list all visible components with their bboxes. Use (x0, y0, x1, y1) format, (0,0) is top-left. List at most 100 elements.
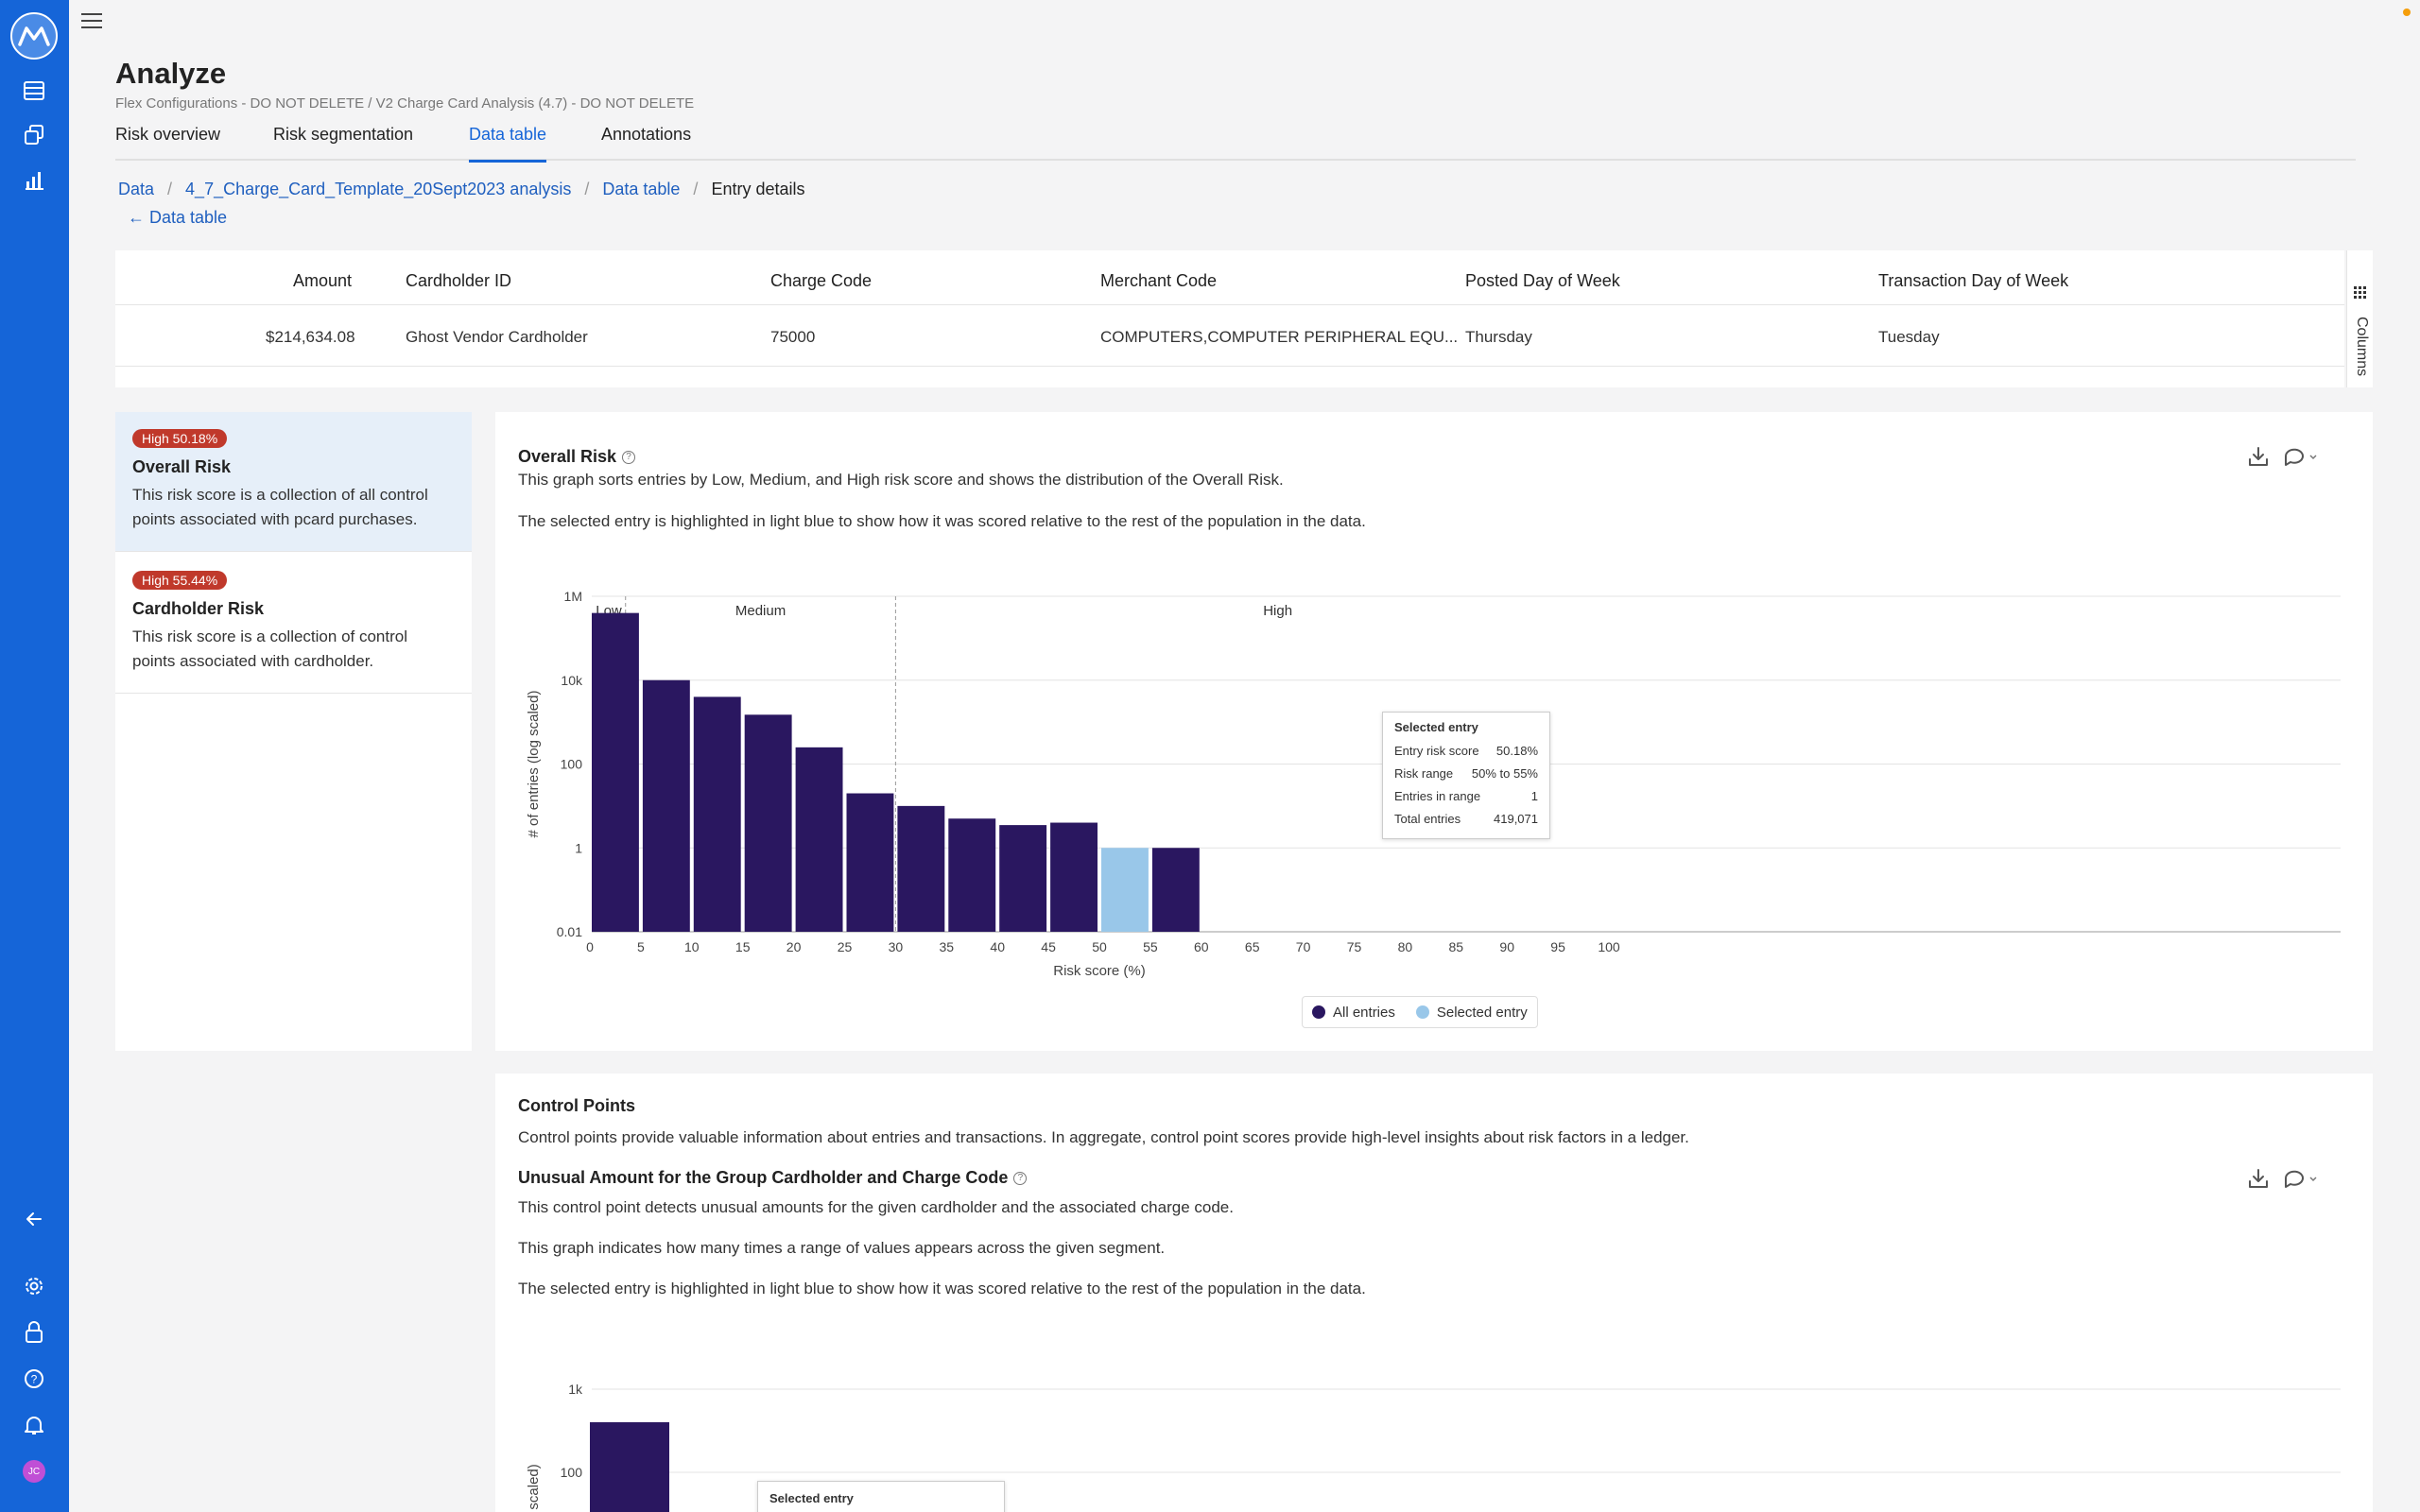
x-tick-label: 95 (1550, 939, 1565, 954)
hamburger-menu-icon[interactable] (79, 9, 104, 32)
breadcrumb-data-table[interactable]: Data table (602, 180, 681, 198)
tooltip-row: Entry risk score 50.18% (1394, 744, 1538, 758)
risk-item-cardholder[interactable]: High 55.44% Cardholder Risk This risk sc… (115, 554, 472, 694)
bar-all-entries (590, 1422, 669, 1512)
x-tick-label: 80 (1398, 939, 1413, 954)
column-header-merchant-code[interactable]: Merchant Code (1100, 271, 1218, 290)
risk-badge: High 55.44% (132, 571, 228, 590)
x-tick-label: 85 (1449, 939, 1464, 954)
column-header-amount[interactable]: Amount (293, 271, 353, 290)
risk-title: Cardholder Risk (132, 599, 265, 618)
x-tick-label: 55 (1143, 939, 1158, 954)
notifications-bell-icon[interactable] (17, 1408, 51, 1442)
info-icon[interactable]: ? (1013, 1172, 1028, 1186)
columns-panel-toggle[interactable]: Columns (2346, 250, 2373, 387)
overall-risk-desc2: The selected entry is highlighted in lig… (518, 512, 1366, 530)
help-icon[interactable]: ? (17, 1362, 51, 1396)
bar-all-entries (846, 793, 894, 932)
x-tick-label: 5 (637, 939, 645, 954)
y-tick-label: 1k (568, 1382, 583, 1397)
comment-icon[interactable] (2284, 448, 2320, 472)
control-points-title: Control Points (518, 1096, 635, 1115)
bar-all-entries (693, 696, 741, 932)
app-logo-icon[interactable] (10, 12, 58, 60)
x-tick-label: 45 (1041, 939, 1056, 954)
risk-description: This risk score is a collection of all c… (132, 486, 428, 528)
column-header-charge-code[interactable]: Charge Code (770, 271, 873, 290)
info-icon[interactable]: ? (622, 451, 636, 465)
control-point-title: Unusual Amount for the Group Cardholder … (518, 1168, 1028, 1188)
bar-all-entries (1050, 822, 1098, 932)
x-tick-label: 75 (1347, 939, 1362, 954)
risk-description: This risk score is a collection of contr… (132, 627, 407, 670)
risk-region-label: Medium (735, 603, 786, 619)
column-header-transaction-day[interactable]: Transaction Day of Week (1878, 271, 2069, 290)
arrow-left-icon: ← (128, 208, 145, 227)
overall-risk-title: Overall Risk? (518, 447, 636, 467)
data-table-icon[interactable] (17, 74, 51, 108)
breadcrumb-analysis[interactable]: 4_7_Charge_Card_Template_20Sept2023 anal… (185, 180, 572, 198)
cell-posted-day: Thursday (1465, 328, 1532, 346)
y-axis-label: # of entries (log scaled) (526, 691, 542, 838)
x-tick-label: 90 (1499, 939, 1514, 954)
risk-title: Overall Risk (132, 457, 232, 476)
bar-all-entries (948, 818, 996, 932)
user-avatar[interactable]: JC (23, 1460, 45, 1483)
collapse-nav-icon[interactable] (17, 1202, 51, 1236)
cell-charge-code: 75000 (770, 328, 816, 346)
column-header-posted-day[interactable]: Posted Day of Week (1465, 271, 1620, 290)
bar-all-entries (897, 805, 945, 932)
download-icon[interactable] (2247, 446, 2270, 472)
lock-icon[interactable] (17, 1315, 51, 1349)
breadcrumb-data[interactable]: Data (118, 180, 155, 198)
page-title: Analyze (115, 57, 227, 90)
cell-transaction-day: Tuesday (1878, 328, 1940, 346)
bar-all-entries (744, 714, 792, 932)
documents-icon[interactable] (17, 118, 51, 152)
tab-risk-overview[interactable]: Risk overview (115, 125, 221, 144)
risk-score-list: High 50.18% Overall Risk This risk score… (115, 412, 472, 1051)
tooltip-title: Selected entry (1394, 720, 1478, 734)
cell-amount: $214,634.08 (266, 328, 355, 346)
control-point-desc1: This control point detects unusual amoun… (518, 1198, 1234, 1216)
bar-all-entries (592, 612, 639, 932)
y-tick-label: 10k (561, 673, 583, 688)
legend-all-entries[interactable]: All entries (1312, 1005, 1395, 1021)
left-nav: ? JC (0, 0, 69, 1512)
legend-dot-all (1312, 1005, 1325, 1019)
y-tick-label: 1 (575, 840, 582, 855)
control-point-tooltip: Selected entry (757, 1481, 1005, 1512)
risk-badge: High 50.18% (132, 429, 228, 448)
tab-annotations[interactable]: Annotations (601, 125, 692, 144)
comment-icon[interactable] (2284, 1170, 2320, 1194)
control-points-panel: Control Points Control points provide va… (495, 1074, 2373, 1512)
x-tick-label: 70 (1296, 939, 1311, 954)
x-tick-label: 30 (889, 939, 904, 954)
analytics-icon[interactable] (17, 163, 51, 197)
tooltip-row: Entries in range 1 (1394, 789, 1538, 803)
legend-dot-selected (1415, 1005, 1429, 1019)
column-header-cardholder-id[interactable]: Cardholder ID (406, 271, 512, 290)
bar-selected-entry (1101, 848, 1149, 932)
tooltip-row: Total entries 419,071 (1394, 812, 1538, 826)
x-tick-label: 60 (1194, 939, 1209, 954)
bar-all-entries (1151, 848, 1200, 932)
control-point-chart: 1k 100 (log scaled) (526, 1382, 2341, 1512)
back-to-data-table-link[interactable]: ← Data table (128, 208, 227, 228)
tab-risk-segmentation[interactable]: Risk segmentation (273, 125, 414, 144)
settings-gear-icon[interactable] (17, 1269, 51, 1303)
download-icon[interactable] (2247, 1168, 2270, 1194)
tab-data-table[interactable]: Data table (469, 123, 547, 163)
bar-all-entries (795, 747, 843, 932)
legend-selected-entry[interactable]: Selected entry (1415, 1005, 1528, 1021)
x-tick-label: 25 (838, 939, 853, 954)
columns-label: Columns (2354, 317, 2370, 377)
risk-item-overall[interactable]: High 50.18% Overall Risk This risk score… (115, 412, 472, 552)
x-axis-label: Risk score (%) (1053, 963, 1146, 979)
svg-text:?: ? (31, 1373, 38, 1386)
table-row-divider (115, 366, 2344, 367)
x-tick-label: 100 (1598, 939, 1620, 954)
entry-table: Amount Cardholder ID Charge Code Merchan… (115, 250, 2344, 387)
y-tick-label: 1M (564, 589, 582, 604)
